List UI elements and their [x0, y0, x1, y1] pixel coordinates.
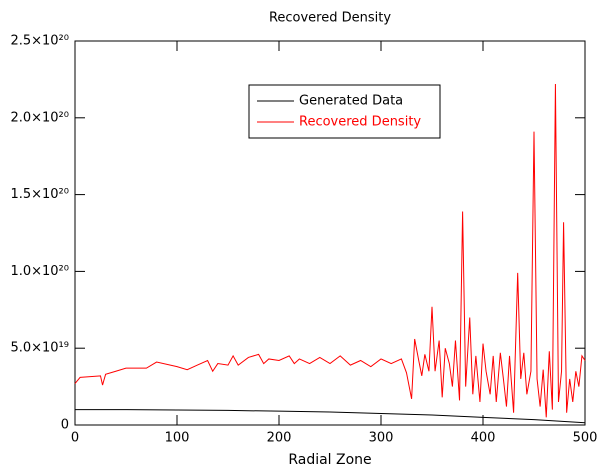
x-axis-label: Radial Zone: [288, 452, 371, 468]
x-tick-label: 400: [471, 431, 496, 446]
y-tick-label: 5.0×10¹⁹: [10, 341, 69, 356]
x-tick-label: 200: [267, 431, 292, 446]
x-tick-label: 300: [369, 431, 394, 446]
x-tick-label: 500: [573, 431, 598, 446]
y-tick-label: 1.0×10²⁰: [10, 264, 69, 279]
y-tick-label: 2.5×10²⁰: [10, 34, 69, 49]
y-tick-label: 0: [61, 418, 69, 433]
x-tick-label: 0: [71, 431, 79, 446]
legend: Generated Data Recovered Density: [248, 84, 441, 139]
y-tick-label: 2.0×10²⁰: [10, 110, 69, 125]
plot-frame: [74, 40, 586, 426]
legend-box: [248, 84, 441, 139]
legend-label: Recovered Density: [299, 115, 421, 130]
x-tick-label: 100: [165, 431, 190, 446]
chart-title: Recovered Density: [269, 11, 391, 26]
data-line: [74, 84, 586, 418]
legend-label: Generated Data: [299, 94, 403, 109]
y-tick-label: 1.5×10²⁰: [10, 187, 69, 202]
data-line: [75, 409, 586, 424]
